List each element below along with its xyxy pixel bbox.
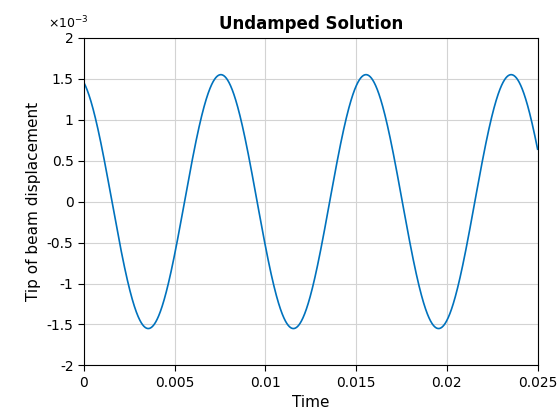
X-axis label: Time: Time (292, 395, 329, 410)
Y-axis label: Tip of beam displacement: Tip of beam displacement (26, 102, 41, 301)
Text: $\times10^{-3}$: $\times10^{-3}$ (48, 15, 88, 31)
Title: Undamped Solution: Undamped Solution (218, 16, 403, 34)
